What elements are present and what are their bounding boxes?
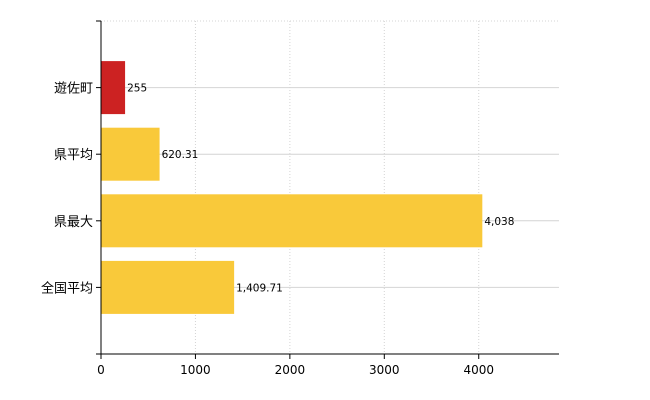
data-label: 4,038 [484, 216, 514, 228]
bar [101, 127, 160, 181]
category-label: 県最大 [54, 215, 93, 230]
category-label: 遊佐町 [54, 82, 93, 97]
x-tick-label: 1000 [180, 363, 211, 377]
data-label: 620.31 [162, 149, 199, 161]
data-label: 1,409.71 [236, 282, 283, 294]
bars [101, 61, 483, 314]
labels: 255 620.31 4,038 1,409.71 0 1000 2000 3000 4000 遊… [41, 82, 514, 377]
axes [96, 20, 559, 359]
x-tick-label: 2000 [275, 363, 306, 377]
x-tick-label: 0 [97, 363, 105, 377]
category-label: 県平均 [54, 148, 93, 163]
bar [101, 194, 483, 248]
category-label: 全国平均 [41, 280, 93, 296]
bar [101, 61, 126, 115]
data-label: 255 [127, 83, 147, 95]
x-tick-label: 4000 [463, 363, 494, 377]
x-tick-label: 3000 [369, 363, 400, 377]
bar [101, 260, 235, 314]
